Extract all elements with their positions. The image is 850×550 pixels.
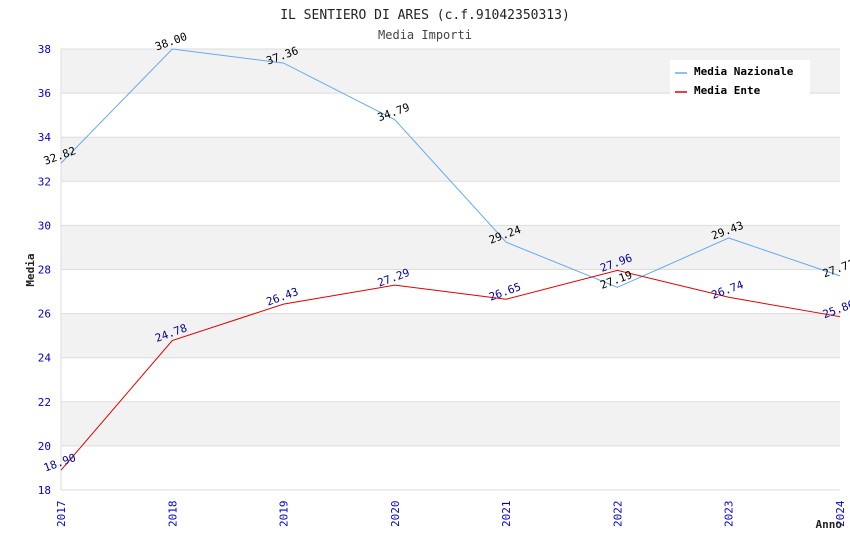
y-tick-label: 22 [38,396,51,409]
plot-band [61,225,840,270]
y-tick-label: 18 [38,484,51,497]
y-tick-label: 26 [38,308,51,321]
legend-label-media-ente: Media Ente [694,84,761,97]
x-tick-label: 2022 [611,501,624,528]
x-tick-label: 2018 [166,501,179,528]
y-tick-labels: 18 20 22 24 26 28 30 32 34 36 38 [38,43,52,497]
x-tick-label: 2023 [723,501,736,528]
x-axis-label: Anno [816,518,843,531]
chart-title: IL SENTIERO DI ARES (c.f.91042350313) [280,8,570,23]
axes [60,49,840,491]
y-tick-label: 28 [38,264,51,277]
x-tick-label: 2021 [500,501,513,527]
series-line-media-nazionale [60,48,841,288]
chart-subtitle: Media Importi [378,28,472,42]
y-axis-label: Media [24,253,37,286]
plot-band [61,137,840,182]
plot-bands [61,49,840,446]
plot-band [61,401,840,446]
plot-band [61,313,840,358]
y-tick-label: 20 [38,440,51,453]
legend-box [670,60,810,98]
x-tick-labels: 2017 2018 2019 2020 2021 2022 2023 2024 [55,500,847,527]
y-tick-label: 30 [38,219,51,232]
x-tick-label: 2020 [389,501,402,528]
y-tick-label: 24 [38,352,52,365]
x-tick-label: 2024 [834,500,847,527]
data-label-media-nazionale: 34.79 [376,101,412,125]
data-label-media-ente: 26.65 [487,280,523,304]
legend: Media Nazionale Media Ente [670,60,810,98]
y-tick-label: 38 [38,43,51,56]
data-label-media-ente: 18.90 [42,451,78,475]
data-label-media-ente: 26.43 [265,285,301,309]
series-lines [60,48,841,471]
y-tick-label: 32 [38,175,51,188]
y-tick-label: 36 [38,87,51,100]
y-tick-label: 34 [38,131,52,144]
series-line-media-ente [60,269,841,471]
x-tick-label: 2017 [55,501,68,528]
legend-label-media-nazionale: Media Nazionale [694,65,794,78]
x-tick-label: 2019 [278,501,291,528]
data-label-media-ente: 26.74 [710,278,746,302]
